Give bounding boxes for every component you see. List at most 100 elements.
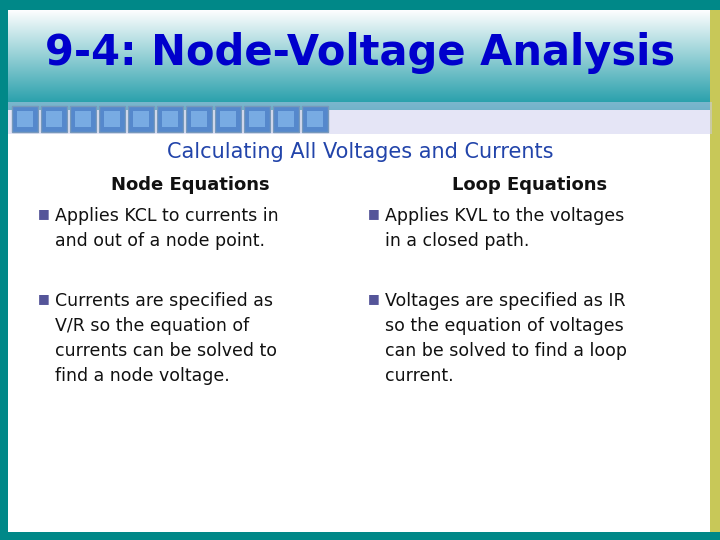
Bar — [8, 73, 710, 74]
Bar — [75, 111, 91, 127]
Bar — [17, 111, 33, 127]
Bar — [8, 56, 710, 57]
Bar — [8, 52, 710, 53]
Bar — [8, 10, 710, 11]
Bar — [0, 10, 8, 532]
Bar — [8, 54, 710, 55]
Bar — [8, 32, 710, 33]
Bar — [186, 106, 212, 132]
Bar — [8, 78, 710, 79]
Bar — [215, 106, 241, 132]
Bar — [8, 16, 710, 17]
Bar — [8, 68, 710, 69]
Bar — [8, 36, 710, 37]
Bar — [8, 104, 710, 105]
Bar — [8, 59, 710, 60]
Text: ■: ■ — [368, 292, 379, 305]
Bar — [8, 38, 710, 39]
Bar — [8, 76, 710, 77]
Bar — [8, 87, 710, 88]
Bar — [8, 72, 710, 73]
Bar — [8, 53, 710, 54]
Bar — [8, 60, 710, 61]
Bar — [8, 27, 710, 28]
Bar — [8, 93, 710, 94]
Bar — [8, 94, 710, 95]
Bar — [8, 106, 710, 107]
Bar — [8, 19, 710, 20]
Bar — [8, 90, 710, 91]
Bar — [157, 106, 183, 132]
Bar — [8, 44, 710, 45]
Bar — [244, 106, 270, 132]
Bar — [8, 84, 710, 85]
Bar — [8, 20, 710, 21]
Bar — [8, 66, 710, 67]
Bar — [8, 28, 710, 29]
Bar — [307, 111, 323, 127]
Bar — [302, 106, 328, 132]
Bar — [710, 10, 720, 532]
Bar — [46, 111, 62, 127]
Bar — [8, 39, 710, 40]
Bar — [8, 74, 710, 75]
Bar — [8, 31, 710, 32]
Bar — [8, 64, 710, 65]
Bar — [8, 109, 710, 110]
Bar — [8, 89, 710, 90]
Bar — [8, 14, 710, 15]
Bar — [8, 63, 710, 64]
Bar — [8, 25, 710, 26]
Bar — [8, 33, 710, 34]
Bar — [8, 34, 710, 35]
Bar — [8, 55, 710, 56]
Bar — [249, 111, 265, 127]
Bar — [162, 111, 178, 127]
Bar — [8, 80, 710, 81]
Bar — [8, 70, 710, 71]
Bar — [8, 77, 710, 78]
Text: 9-4: Node-Voltage Analysis: 9-4: Node-Voltage Analysis — [45, 32, 675, 74]
Bar — [8, 99, 710, 100]
Bar — [0, 0, 720, 10]
Bar — [8, 88, 710, 89]
Bar — [104, 111, 120, 127]
Bar — [8, 86, 710, 87]
Bar — [8, 51, 710, 52]
Bar — [8, 29, 710, 30]
Bar — [8, 42, 710, 43]
Bar — [8, 108, 710, 109]
Bar — [8, 50, 710, 51]
Bar — [8, 71, 710, 72]
Bar — [8, 103, 710, 104]
Bar — [8, 65, 710, 66]
Bar — [8, 101, 710, 102]
Bar — [128, 106, 154, 132]
Bar — [8, 30, 710, 31]
Bar — [8, 97, 710, 98]
Bar — [8, 79, 710, 80]
Bar — [8, 91, 710, 92]
Text: ■: ■ — [38, 207, 50, 220]
Bar — [133, 111, 149, 127]
Bar — [12, 106, 38, 132]
Bar — [99, 106, 125, 132]
Bar — [8, 98, 710, 99]
Bar — [273, 106, 299, 132]
Bar — [41, 106, 67, 132]
Text: Currents are specified as
V/R so the equation of
currents can be solved to
find : Currents are specified as V/R so the equ… — [55, 292, 277, 385]
Bar — [8, 26, 710, 27]
Bar — [8, 58, 710, 59]
Bar — [8, 15, 710, 16]
Bar — [8, 96, 710, 97]
Bar — [8, 105, 710, 106]
Bar — [8, 22, 710, 23]
Bar — [8, 12, 710, 13]
Bar — [8, 83, 710, 84]
Bar — [8, 17, 710, 18]
Bar — [8, 48, 710, 49]
Bar — [8, 49, 710, 50]
Text: Applies KCL to currents in
and out of a node point.: Applies KCL to currents in and out of a … — [55, 207, 279, 250]
Bar — [8, 61, 710, 62]
Bar — [8, 45, 710, 46]
